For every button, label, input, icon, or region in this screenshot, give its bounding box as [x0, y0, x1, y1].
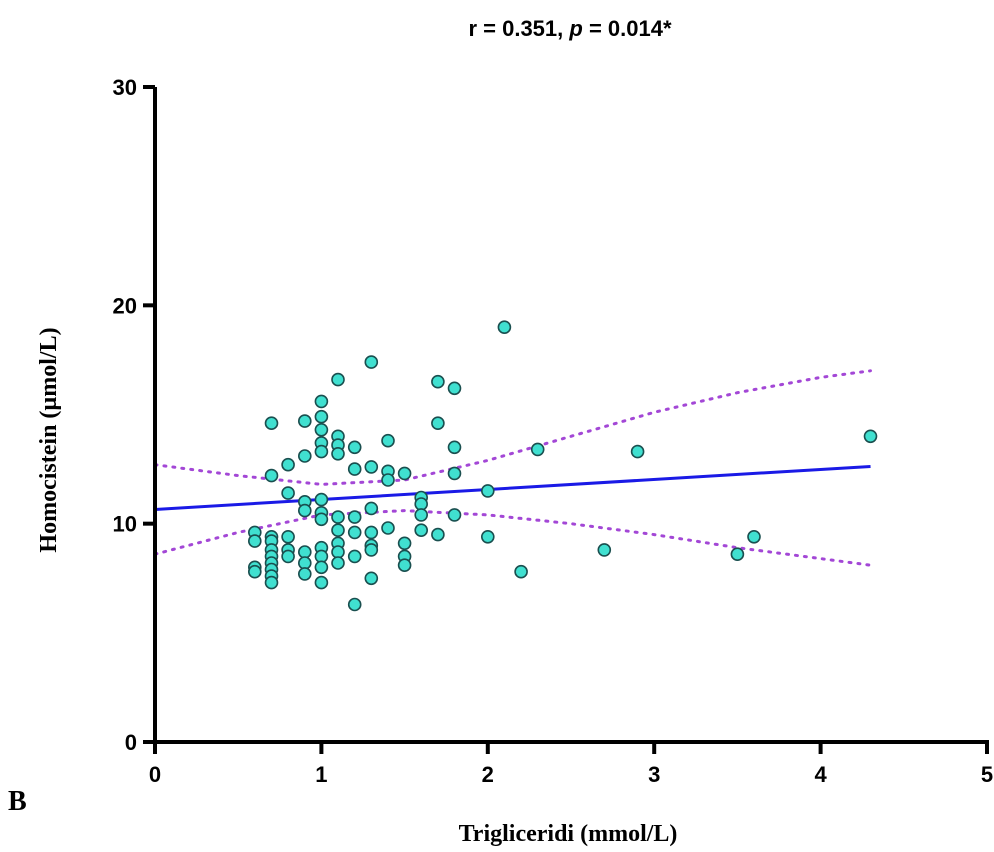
- data-point: [347, 525, 362, 540]
- ticks: 0 1 2 3 4 5 0 10 20 30: [113, 75, 994, 787]
- data-point: [297, 449, 312, 463]
- data-points: [248, 320, 878, 612]
- y-tick-label: 20: [113, 293, 137, 318]
- data-point: [530, 442, 545, 457]
- data-point: [381, 433, 395, 448]
- x-tick-label: 2: [482, 762, 494, 787]
- x-axis-title: Trigliceridi (mmol/L): [459, 821, 678, 847]
- data-point: [364, 501, 379, 516]
- data-point: [364, 355, 379, 369]
- data-point: [347, 440, 362, 455]
- data-point: [297, 503, 312, 518]
- data-point: [331, 446, 345, 461]
- data-point: [630, 444, 645, 459]
- data-point: [414, 508, 429, 522]
- data-point: [347, 597, 362, 612]
- data-point: [431, 416, 445, 431]
- data-point: [347, 549, 362, 564]
- data-point: [364, 543, 379, 557]
- ci-lower-line: [153, 509, 872, 567]
- axes: [153, 87, 989, 744]
- data-point: [281, 529, 295, 544]
- data-point: [597, 543, 612, 557]
- data-point: [431, 527, 445, 542]
- data-point: [381, 521, 395, 535]
- data-point: [397, 466, 412, 481]
- y-tick-label: 30: [113, 75, 137, 100]
- x-tick-label: 3: [648, 762, 660, 787]
- data-point: [863, 429, 878, 444]
- data-point: [314, 560, 329, 575]
- chart-title-part-3: = 0.014*: [583, 16, 672, 41]
- data-point: [264, 575, 279, 590]
- data-point: [730, 547, 745, 562]
- data-point: [331, 510, 345, 524]
- data-point: [497, 320, 512, 335]
- regression-line-group: [154, 464, 871, 511]
- chart-title: r = 0.351, p = 0.014*: [468, 16, 672, 41]
- data-point: [281, 457, 295, 472]
- data-point: [297, 567, 312, 581]
- data-point: [248, 564, 262, 579]
- y-tick-label: 0: [125, 730, 137, 755]
- data-point: [347, 510, 362, 524]
- data-point: [331, 523, 345, 538]
- data-point: [264, 416, 279, 431]
- data-point: [364, 525, 379, 540]
- data-point: [331, 372, 345, 387]
- panel-label: B: [8, 786, 27, 817]
- x-tick-label: 5: [981, 762, 993, 787]
- data-point: [297, 414, 312, 428]
- data-point: [314, 492, 329, 507]
- data-point: [364, 571, 379, 586]
- data-point: [281, 549, 295, 564]
- data-point: [314, 512, 329, 527]
- data-point: [381, 473, 395, 487]
- data-point: [364, 460, 379, 474]
- data-point: [314, 409, 329, 424]
- data-point: [414, 523, 429, 538]
- data-point: [447, 466, 462, 481]
- regression-line: [154, 464, 871, 511]
- data-point: [747, 529, 761, 544]
- data-point: [248, 534, 262, 548]
- y-axis-title: Homocistein (µmol/L): [36, 327, 62, 552]
- y-tick-label: 10: [113, 512, 137, 537]
- chart-title-part-1: r = 0.351,: [468, 16, 569, 41]
- data-point: [314, 422, 329, 437]
- confidence-band: [153, 369, 872, 567]
- x-tick-label: 4: [814, 762, 827, 787]
- data-point: [447, 508, 462, 522]
- data-point: [314, 575, 329, 590]
- data-point: [314, 444, 329, 459]
- data-point: [447, 440, 462, 455]
- chart-title-part-2: p: [568, 16, 582, 41]
- data-point: [281, 486, 295, 500]
- data-point: [314, 394, 329, 409]
- x-tick-label: 0: [149, 762, 161, 787]
- data-point: [347, 462, 362, 476]
- data-point: [331, 556, 345, 570]
- data-point: [514, 564, 528, 579]
- x-tick-label: 1: [315, 762, 327, 787]
- data-point: [397, 536, 412, 551]
- data-point: [397, 558, 412, 573]
- data-point: [447, 381, 462, 396]
- data-point: [264, 468, 279, 483]
- data-point: [480, 529, 495, 544]
- ci-upper-line: [153, 369, 872, 486]
- data-point: [431, 374, 445, 389]
- data-point: [480, 484, 495, 498]
